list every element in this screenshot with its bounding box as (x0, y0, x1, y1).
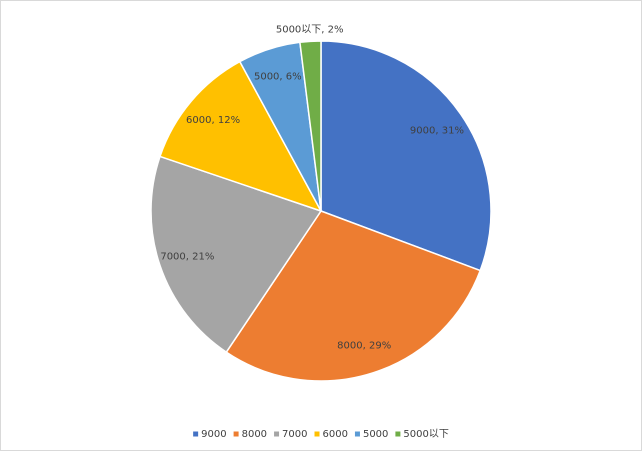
pie-slice (150, 155, 323, 354)
legend-marker (314, 431, 320, 437)
legend-label: 5000以下 (403, 429, 448, 440)
pie-slice (159, 60, 323, 213)
legend-marker (274, 431, 280, 437)
legend-label: 7000 (282, 429, 307, 440)
legend-label: 6000 (323, 429, 348, 440)
data-label: 8000, 29% (337, 340, 391, 351)
legend-marker (395, 431, 401, 437)
legend-marker (193, 431, 199, 437)
data-label: 9000, 31% (410, 126, 464, 137)
legend-marker (354, 431, 360, 437)
legend-label: 9000 (201, 429, 226, 440)
pie-slice (320, 40, 492, 272)
pie-slice (225, 210, 482, 382)
data-label: 6000, 12% (186, 115, 240, 126)
data-label: 7000, 21% (160, 251, 214, 262)
pie-slice (299, 40, 322, 212)
legend-marker (233, 431, 239, 437)
data-label: 5000, 6% (254, 72, 302, 83)
data-label: 5000以下, 2% (276, 24, 344, 35)
legend-label: 5000 (363, 429, 388, 440)
legend-label: 8000 (242, 429, 267, 440)
